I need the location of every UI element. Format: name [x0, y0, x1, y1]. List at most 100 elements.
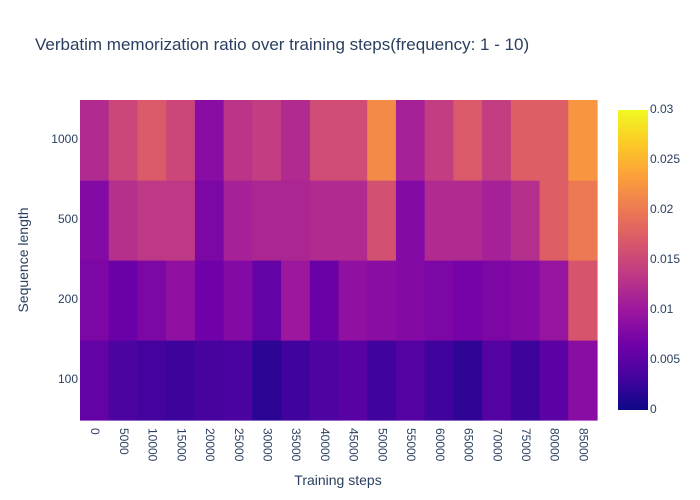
heatmap-cell [194, 260, 225, 341]
chart-title: Verbatim memorization ratio over trainin… [35, 35, 529, 54]
colorbar-tick-label: 0.03 [650, 102, 674, 116]
heatmap-cell [510, 100, 541, 181]
x-tick-label: 80000 [548, 428, 562, 462]
x-tick-label: 70000 [490, 428, 504, 462]
heatmap-cell [252, 180, 282, 261]
heatmap-cell [108, 340, 139, 421]
heatmap-cell [510, 340, 541, 421]
heatmap-cell [539, 100, 569, 181]
heatmap-cell [80, 260, 110, 341]
x-tick-label: 40000 [318, 428, 332, 462]
heatmap-cell [309, 100, 340, 181]
heatmap-cell [281, 340, 311, 421]
heatmap-cell [338, 180, 368, 261]
heatmap-cell [395, 100, 426, 181]
heatmap-cell [482, 100, 512, 181]
heatmap-cell [568, 100, 598, 181]
heatmap-cell [482, 180, 512, 261]
x-tick-label: 65000 [462, 428, 476, 462]
heatmap-cell [309, 260, 340, 341]
heatmap-cell [137, 340, 167, 421]
x-axis-title: Training steps [294, 472, 381, 488]
heatmap-cell [568, 260, 598, 341]
heatmap-cells [80, 100, 598, 421]
heatmap-cell [80, 100, 110, 181]
colorbar-tick-label: 0.005 [650, 352, 680, 366]
heatmap-cell [281, 260, 311, 341]
heatmap-cell [252, 340, 282, 421]
heatmap-cell [252, 260, 282, 341]
heatmap-cell [223, 260, 253, 341]
heatmap-cell [137, 180, 167, 261]
y-tick-label: 100 [58, 372, 78, 386]
x-tick-label: 45000 [347, 428, 361, 462]
heatmap-cell [367, 260, 397, 341]
colorbar-tick-label: 0.02 [650, 202, 674, 216]
heatmap-cell [194, 340, 225, 421]
heatmap-cell [568, 180, 598, 261]
heatmap-cell [252, 100, 282, 181]
x-tick-label: 30000 [261, 428, 275, 462]
heatmap-cell [223, 100, 253, 181]
heatmap-cell [338, 100, 368, 181]
heatmap-cell [453, 260, 483, 341]
heatmap-cell [482, 340, 512, 421]
heatmap-cell [395, 180, 426, 261]
heatmap-cell [108, 180, 139, 261]
heatmap-cell [367, 100, 397, 181]
heatmap-cell [453, 100, 483, 181]
heatmap-cell [539, 260, 569, 341]
heatmap-cell [137, 260, 167, 341]
y-tick-label: 200 [58, 292, 78, 306]
y-tick-labels: 100 200 500 1000 [51, 132, 78, 386]
heatmap-cell [453, 340, 483, 421]
heatmap-cell [539, 180, 569, 261]
heatmap-cell [166, 260, 196, 341]
colorbar-tick-label: 0.015 [650, 252, 680, 266]
colorbar: 0 0.005 0.01 0.015 0.02 0.025 0.03 [618, 102, 680, 416]
heatmap-cell [281, 100, 311, 181]
y-tick-label: 1000 [51, 132, 78, 146]
x-tick-label: 85000 [576, 428, 590, 462]
heatmap-cell [166, 340, 196, 421]
colorbar-tick-labels: 0 0.005 0.01 0.015 0.02 0.025 0.03 [650, 102, 680, 416]
x-tick-labels: 0 5000 10000 15000 20000 25000 30000 35000 40000… [88, 428, 590, 462]
x-tick-label: 35000 [289, 428, 303, 462]
x-tick-label: 10000 [146, 428, 160, 462]
heatmap-cell [453, 180, 483, 261]
heatmap-cell [424, 100, 454, 181]
x-tick-label: 5000 [117, 428, 131, 455]
heatmap-cell [166, 180, 196, 261]
heatmap-cell [482, 260, 512, 341]
x-tick-label: 60000 [433, 428, 447, 462]
heatmap-cell [137, 100, 167, 181]
heatmap-cell [223, 340, 253, 421]
heatmap-cell [395, 260, 426, 341]
heatmap-cell [395, 340, 426, 421]
heatmap-cell [108, 260, 139, 341]
colorbar-tick-label: 0 [650, 402, 657, 416]
x-tick-label: 50000 [375, 428, 389, 462]
heatmap-cell [510, 260, 541, 341]
colorbar-tick-label: 0.01 [650, 302, 674, 316]
heatmap-cell [424, 180, 454, 261]
heatmap-cell [166, 100, 196, 181]
y-tick-label: 500 [58, 212, 78, 226]
x-tick-label: 55000 [404, 428, 418, 462]
colorbar-tick-label: 0.025 [650, 152, 680, 166]
heatmap-cell [223, 180, 253, 261]
heatmap-cell [108, 100, 139, 181]
heatmap-cell [338, 340, 368, 421]
heatmap-cell [281, 180, 311, 261]
heatmap-cell [539, 340, 569, 421]
y-axis-title: Sequence length [15, 207, 31, 312]
heatmap-cell [510, 180, 541, 261]
x-tick-label: 20000 [203, 428, 217, 462]
x-tick-label: 15000 [174, 428, 188, 462]
heatmap-cell [309, 340, 340, 421]
heatmap-cell [338, 260, 368, 341]
heatmap-cell [367, 340, 397, 421]
heatmap-cell [80, 180, 110, 261]
heatmap-cell [568, 340, 598, 421]
